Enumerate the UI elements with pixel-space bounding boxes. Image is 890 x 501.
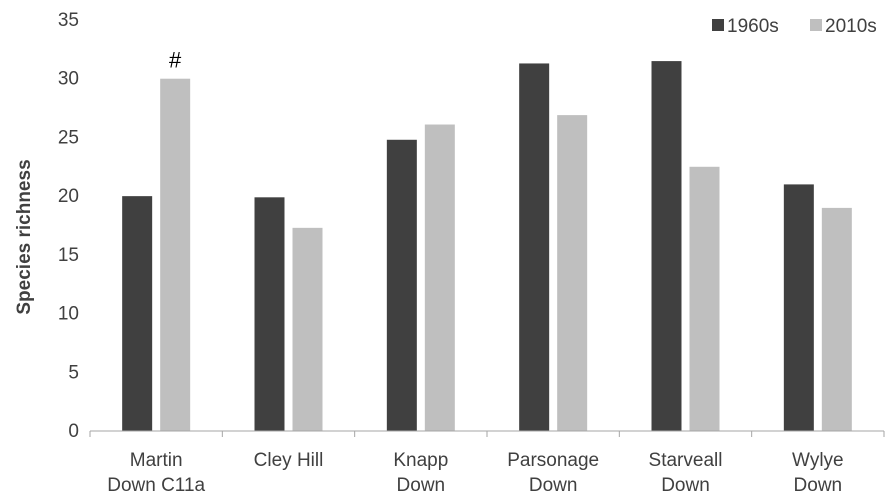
x-axis-categories: Martin Down C11a Cley Hill Knapp Down Parsona… <box>107 450 843 496</box>
y-tick-label: 10 <box>58 304 79 325</box>
x-category-label: Starveall <box>649 450 723 471</box>
annotation-marker: # <box>169 48 182 73</box>
bar-1960s-1 <box>254 197 285 431</box>
x-category-label: Cley Hill <box>254 450 324 471</box>
bar-2010s-3 <box>557 115 588 432</box>
bar-2010s-2 <box>424 124 455 432</box>
x-category-label: Parsonage <box>507 450 599 471</box>
annotations: # <box>169 48 182 73</box>
bar-2010s-1 <box>292 227 323 431</box>
bar-1960s-2 <box>386 139 417 431</box>
legend: 1960s 2010s <box>712 16 877 37</box>
bar-2010s-0 <box>160 78 191 431</box>
legend-label: 1960s <box>727 16 779 37</box>
x-axis-ticks <box>89 431 885 437</box>
x-category-label: Wylye <box>792 450 844 471</box>
legend-label: 2010s <box>825 16 877 37</box>
x-category-label: Down <box>397 475 446 496</box>
legend-swatch-1960s <box>712 19 724 31</box>
bar-1960s-0 <box>122 196 153 431</box>
bar-2010s-5 <box>821 207 852 431</box>
x-category-label: Down <box>661 475 710 496</box>
x-category-label: Down <box>794 475 843 496</box>
bar-2010s-4 <box>689 166 720 432</box>
y-tick-label: 5 <box>68 362 79 383</box>
x-category-label: Martin <box>130 450 183 471</box>
y-tick-label: 20 <box>58 186 79 207</box>
y-tick-label: 30 <box>58 69 79 90</box>
y-axis-ticks: 0 5 10 15 20 25 30 35 <box>58 10 79 442</box>
y-tick-label: 35 <box>58 10 79 31</box>
y-tick-label: 0 <box>68 421 79 442</box>
x-category-label: Knapp <box>393 450 448 471</box>
legend-swatch-2010s <box>810 19 822 31</box>
bars <box>122 61 852 432</box>
x-category-label: Down <box>529 475 578 496</box>
y-axis-label: Species richness <box>14 159 35 314</box>
y-tick-label: 25 <box>58 127 79 148</box>
y-tick-label: 15 <box>58 245 79 266</box>
x-category-label: Down C11a <box>107 475 205 496</box>
bar-1960s-4 <box>651 61 682 431</box>
bar-1960s-3 <box>519 63 550 431</box>
bar-1960s-5 <box>783 184 814 431</box>
